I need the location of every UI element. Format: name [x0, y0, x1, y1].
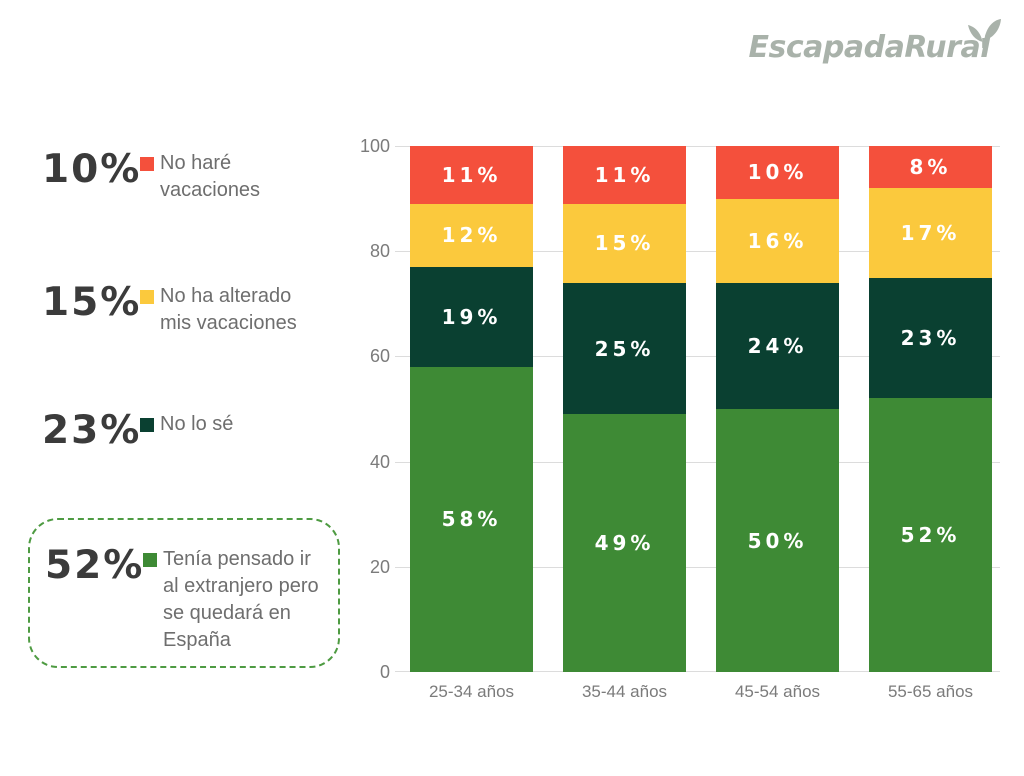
legend-percentage: 15%	[42, 280, 142, 325]
legend-item-no-lo-se: 23% No lo sé	[42, 411, 233, 450]
grid-line	[395, 356, 1000, 358]
bar-value-label: 10%	[747, 160, 808, 185]
x-tick-label: 45-54 años	[734, 682, 821, 701]
bar-segment: 11%	[563, 146, 686, 204]
grid-line	[395, 566, 1000, 568]
bar-segment: 16%	[716, 198, 839, 283]
bar-value-label: 12%	[441, 223, 502, 248]
bar-value-label: 58%	[441, 507, 502, 532]
x-tick-label: 35-44 años	[581, 682, 668, 701]
bar-value-label: 24%	[747, 333, 808, 358]
y-tick-label: 80	[369, 241, 390, 262]
bar-segment: 23%	[869, 277, 992, 399]
bar-value-label: 16%	[747, 228, 808, 253]
x-tick-label: 55-65 años	[887, 682, 974, 701]
y-tick-label: 20	[369, 556, 390, 577]
legend-label: No ha alterado mis vacaciones	[160, 285, 297, 334]
bar-segment: 52%	[869, 398, 992, 672]
y-tick-label: 40	[369, 451, 390, 472]
bar-value-label: 8%	[909, 155, 952, 180]
legend-marker-green	[143, 553, 157, 567]
bar-value-label: 52%	[900, 523, 961, 548]
legend-item-no-hare-vacaciones: 10% No haré vacaciones	[42, 150, 260, 204]
grid-line	[395, 671, 1000, 672]
bar-value-label: 25%	[594, 336, 655, 361]
bar-segment: 12%	[410, 203, 533, 267]
bar-segment: 49%	[563, 414, 686, 672]
escapadarural-logo: EscapadaRural	[748, 19, 1001, 65]
bar-segment: 8%	[869, 146, 992, 189]
bar-segment: 19%	[410, 266, 533, 367]
bar-segment: 25%	[563, 282, 686, 415]
legend-marker-yellow	[140, 290, 154, 304]
grid-line	[395, 146, 1000, 147]
bar-group: 49% 25% 15% 11%	[563, 146, 686, 672]
bar-value-label: 19%	[441, 304, 502, 329]
bar-segment: 58%	[410, 366, 533, 672]
bar-group: 58% 19% 12% 11%	[410, 146, 533, 672]
bar-segment: 50%	[716, 409, 839, 672]
x-axis: 25-34 años 35-44 años 45-54 años 55-65 años	[408, 682, 1000, 708]
y-tick-label: 100	[359, 136, 390, 156]
bar-value-label: 15%	[594, 231, 655, 256]
bar-segment: 10%	[716, 146, 839, 199]
grid-line	[395, 461, 1000, 463]
bar-value-label: 50%	[747, 528, 808, 553]
legend-percentage: 10%	[42, 147, 142, 192]
legend-item-tenia-pensado: 52% Tenía pensado ir al extranjero pero …	[45, 546, 326, 654]
bar-value-label: 49%	[594, 531, 655, 556]
y-tick-label: 0	[379, 662, 390, 682]
bar-segment: 15%	[563, 203, 686, 283]
y-axis: 0 20 40 60 80 100	[336, 136, 390, 682]
bar-group: 52% 23% 17% 8%	[869, 146, 992, 672]
legend-percentage: 52%	[45, 543, 145, 588]
sprout-icon	[968, 19, 1001, 48]
legend-item-no-ha-alterado: 15% No ha alterado mis vacaciones	[42, 283, 297, 337]
y-tick-label: 60	[369, 346, 390, 367]
x-tick-label: 25-34 años	[428, 682, 515, 701]
logo-text: EscapadaRural	[748, 30, 991, 65]
legend-highlight-box: 52% Tenía pensado ir al extranjero pero …	[28, 518, 340, 668]
legend-marker-darkgreen	[140, 418, 154, 432]
bar-value-label: 11%	[594, 162, 655, 187]
legend-percentage: 23%	[42, 408, 142, 453]
bar-group: 50% 24% 16% 10%	[716, 146, 839, 672]
legend-label: Tenía pensado ir al extranjero pero se q…	[163, 548, 319, 651]
legend-marker-red	[140, 157, 154, 171]
grid-line	[395, 251, 1000, 253]
bar-segment: 17%	[869, 188, 992, 278]
chart-plot: 58% 19% 12% 11% 49% 25% 15% 11% 50% 24% 16% 10% 52% 2…	[395, 146, 1000, 672]
legend-label: No haré vacaciones	[160, 152, 261, 201]
bar-value-label: 23%	[900, 326, 961, 350]
bar-value-label: 11%	[441, 162, 502, 187]
bar-segment: 24%	[716, 282, 839, 409]
bar-value-label: 17%	[900, 220, 961, 245]
bar-segment: 11%	[410, 146, 533, 204]
legend-label: No lo sé	[160, 413, 234, 435]
